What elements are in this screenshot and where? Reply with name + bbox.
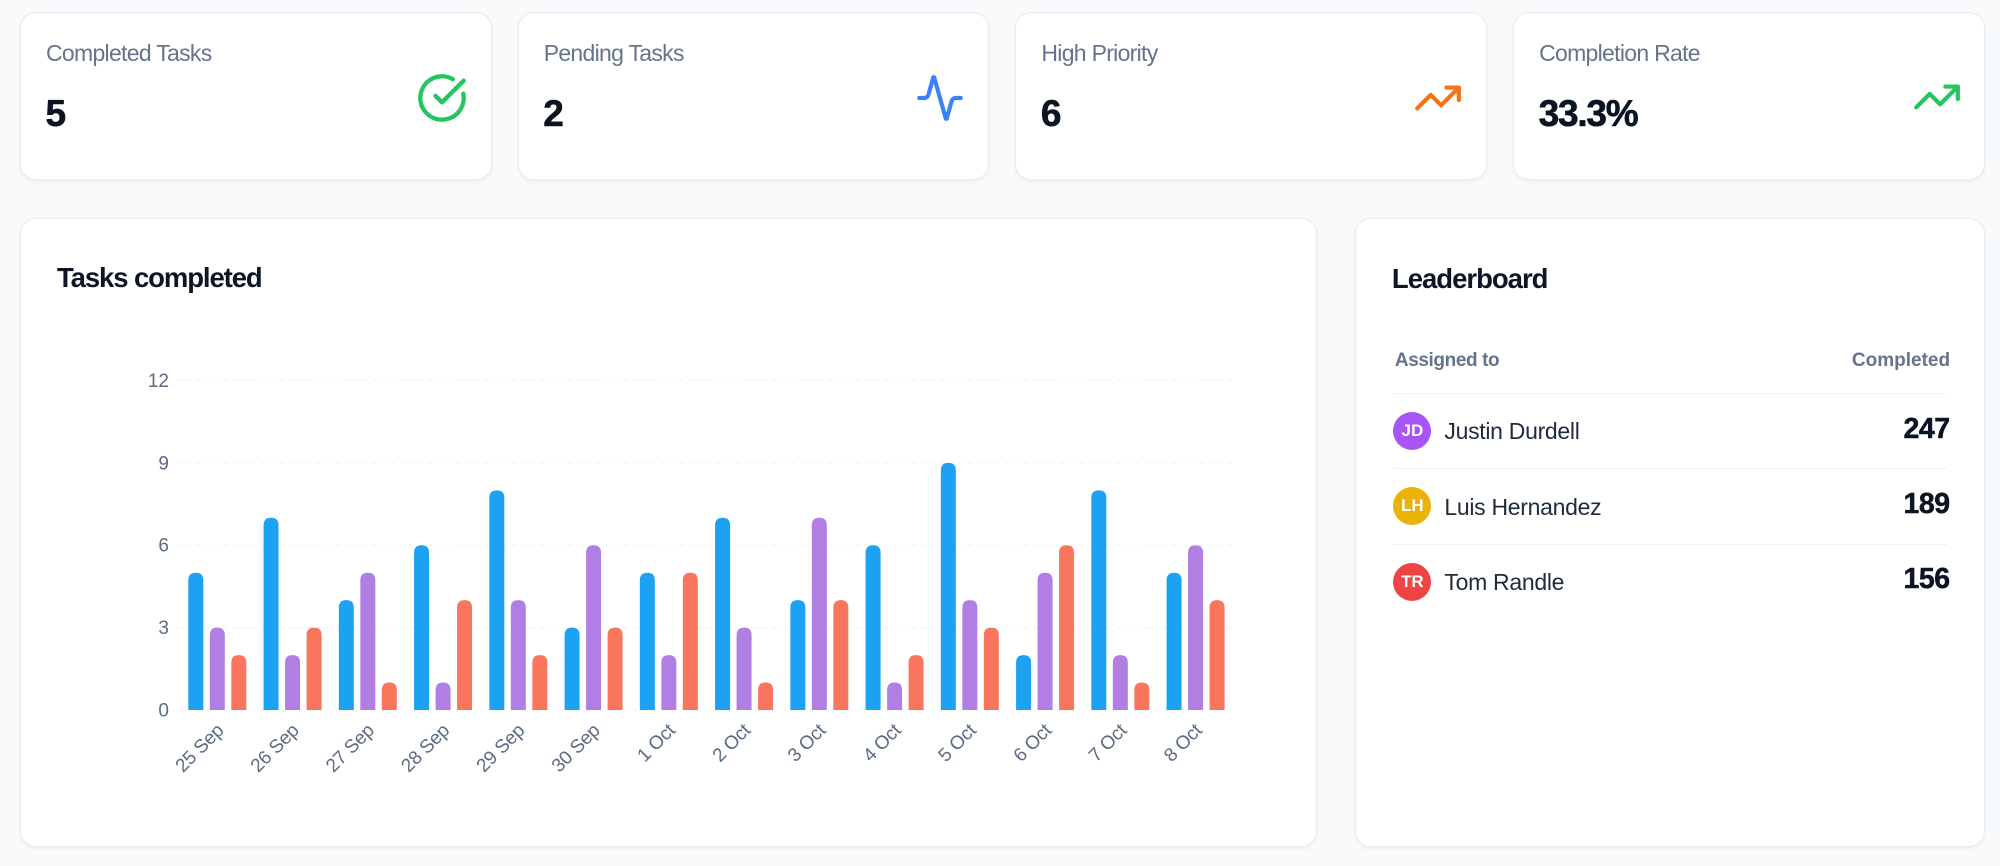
svg-text:2 Oct: 2 Oct	[709, 720, 756, 767]
svg-text:9: 9	[158, 453, 169, 474]
svg-text:7 Oct: 7 Oct	[1085, 720, 1132, 767]
svg-text:3 Oct: 3 Oct	[784, 720, 831, 767]
svg-text:12: 12	[148, 371, 169, 392]
svg-text:3: 3	[158, 618, 169, 639]
svg-text:6: 6	[158, 536, 169, 557]
svg-text:27 Sep: 27 Sep	[322, 720, 379, 777]
svg-text:0: 0	[158, 701, 169, 722]
svg-text:4 Oct: 4 Oct	[859, 720, 906, 767]
svg-text:5 Oct: 5 Oct	[935, 720, 982, 767]
svg-text:29 Sep: 29 Sep	[473, 720, 530, 777]
svg-text:30 Sep: 30 Sep	[548, 720, 605, 777]
svg-text:6 Oct: 6 Oct	[1010, 720, 1057, 767]
svg-text:26 Sep: 26 Sep	[247, 720, 304, 777]
svg-text:28 Sep: 28 Sep	[397, 720, 454, 777]
svg-text:1 Oct: 1 Oct	[634, 720, 681, 767]
svg-text:25 Sep: 25 Sep	[172, 720, 229, 777]
svg-text:8 Oct: 8 Oct	[1160, 720, 1207, 767]
